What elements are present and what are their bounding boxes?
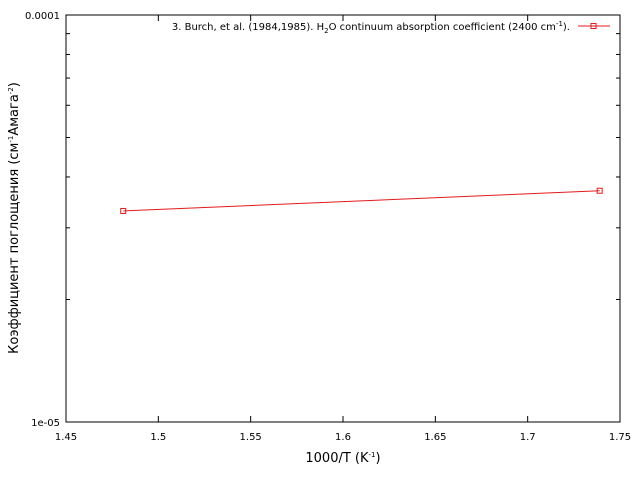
plot-area-frame bbox=[65, 14, 621, 423]
legend: 3. Burch, et al. (1984,1985). H2O contin… bbox=[172, 20, 610, 35]
legend-label: 3. Burch, et al. (1984,1985). H2O contin… bbox=[172, 20, 570, 35]
legend-label-part-3: ). bbox=[563, 22, 570, 33]
y-axis-label: Коэффициент поглощения (см-1Амага-2) bbox=[7, 82, 22, 354]
series-line bbox=[123, 190, 600, 212]
x-ticks: 1.45 1.5 1.55 1.6 1.65 1.7 1.75 bbox=[55, 15, 631, 443]
x-tick-label: 1.45 bbox=[55, 432, 77, 443]
legend-label-sub: 2 bbox=[324, 27, 328, 35]
x-tick-label: 1.75 bbox=[609, 432, 631, 443]
y-axis-label-sup-1: -1 bbox=[7, 136, 15, 143]
x-tick-label: 1.55 bbox=[240, 432, 262, 443]
x-tick-label: 1.6 bbox=[335, 432, 351, 443]
x-tick-label: 1.5 bbox=[150, 432, 166, 443]
y-tick-label: 0.0001 bbox=[25, 11, 60, 22]
y-minor-ticks bbox=[66, 33, 620, 300]
y-ticks: 0.0001 1e-05 bbox=[25, 11, 620, 429]
legend-label-part-2: O continuum absorption coefficient (2400… bbox=[329, 22, 556, 33]
x-axis-label-main: 1000/T (K bbox=[305, 451, 369, 466]
x-tick-label: 1.65 bbox=[424, 432, 446, 443]
legend-marker-sample bbox=[590, 23, 597, 29]
y-axis-label-part-2: Амага bbox=[7, 94, 22, 135]
y-tick-label: 1e-05 bbox=[31, 418, 60, 429]
x-axis-label: 1000/T (K-1) bbox=[305, 451, 380, 466]
series-layer bbox=[120, 187, 603, 214]
y-axis-label-part-1: Коэффициент поглощения (см bbox=[7, 143, 22, 354]
data-point-marker bbox=[596, 187, 603, 194]
legend-label-part-1: 3. Burch, et al. (1984,1985). H bbox=[172, 22, 324, 33]
x-tick-label: 1.7 bbox=[520, 432, 536, 443]
x-axis-label-sup: -1 bbox=[369, 451, 376, 459]
y-axis-label-sup-2: -2 bbox=[7, 87, 15, 94]
data-point-marker bbox=[120, 207, 127, 214]
legend-label-sup: -1 bbox=[556, 20, 563, 28]
x-axis-label-close: ) bbox=[376, 451, 381, 466]
y-axis-label-close: ) bbox=[7, 82, 22, 87]
